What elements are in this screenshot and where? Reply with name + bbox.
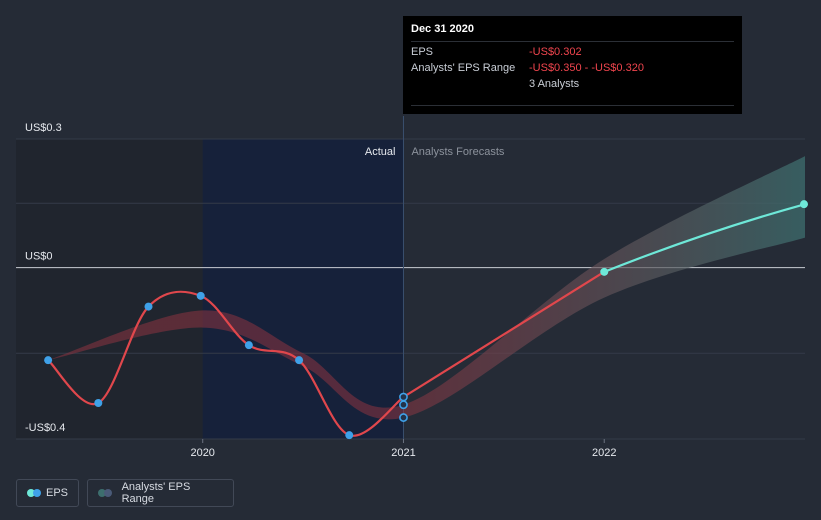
tooltip-eps-value: -US$0.302 [529, 46, 582, 58]
tooltip-range-value: -US$0.350 - -US$0.320 [529, 62, 644, 74]
eps-point [244, 341, 253, 350]
eps-point [345, 431, 354, 440]
forecast-point [800, 200, 808, 209]
tooltip-analysts-count: 3 Analysts [529, 78, 580, 90]
y-tick-label: US$0.3 [25, 122, 62, 134]
eps-forecast-line-near [402, 270, 605, 398]
eps-legend-icon [27, 489, 41, 497]
eps-point [44, 356, 53, 365]
eps-point [94, 399, 103, 407]
legend-eps-button[interactable]: EPS [16, 479, 79, 507]
legend-range-button[interactable]: Analysts' EPS Range [87, 479, 234, 507]
tooltip-date: Dec 31 2020 [411, 23, 474, 35]
tooltip-analysts-spacer [411, 78, 529, 90]
tooltip-eps-row: EPS -US$0.302 [411, 41, 734, 60]
forecast-point [600, 267, 609, 276]
tooltip: Dec 31 2020 EPS -US$0.302 Analysts' EPS … [403, 16, 742, 114]
y-tick-label: US$0 [25, 251, 53, 263]
y-tick-label: -US$0.4 [25, 422, 65, 434]
analyst-estimate-point [399, 413, 408, 422]
eps-point [196, 291, 205, 300]
tooltip-range-label: Analysts' EPS Range [411, 62, 516, 74]
analyst-estimate-point [399, 392, 408, 402]
legend-eps-label: EPS [45, 487, 68, 499]
tooltip-range-row: Analysts' EPS Range -US$0.350 - -US$0.32… [411, 60, 734, 76]
forecast-label: Analysts Forecasts [411, 146, 504, 158]
x-tick-label: 2021 [391, 447, 415, 459]
eps-point [144, 302, 153, 311]
actual-region [202, 139, 404, 439]
tooltip-divider [411, 105, 734, 106]
eps-point [295, 356, 304, 365]
range-legend-icon [98, 489, 114, 497]
tooltip-analysts-row: 3 Analysts [411, 76, 734, 92]
x-tick-label: 2022 [592, 447, 616, 459]
analyst-estimate-point [399, 400, 408, 410]
x-tick-label: 2020 [190, 447, 214, 459]
past-period-shade [16, 139, 203, 439]
eps-forecast-line-far [603, 203, 806, 273]
tooltip-eps-label: EPS [411, 46, 434, 58]
legend-range-label: Analysts' EPS Range [121, 481, 191, 505]
actual-label: Actual [365, 146, 396, 158]
